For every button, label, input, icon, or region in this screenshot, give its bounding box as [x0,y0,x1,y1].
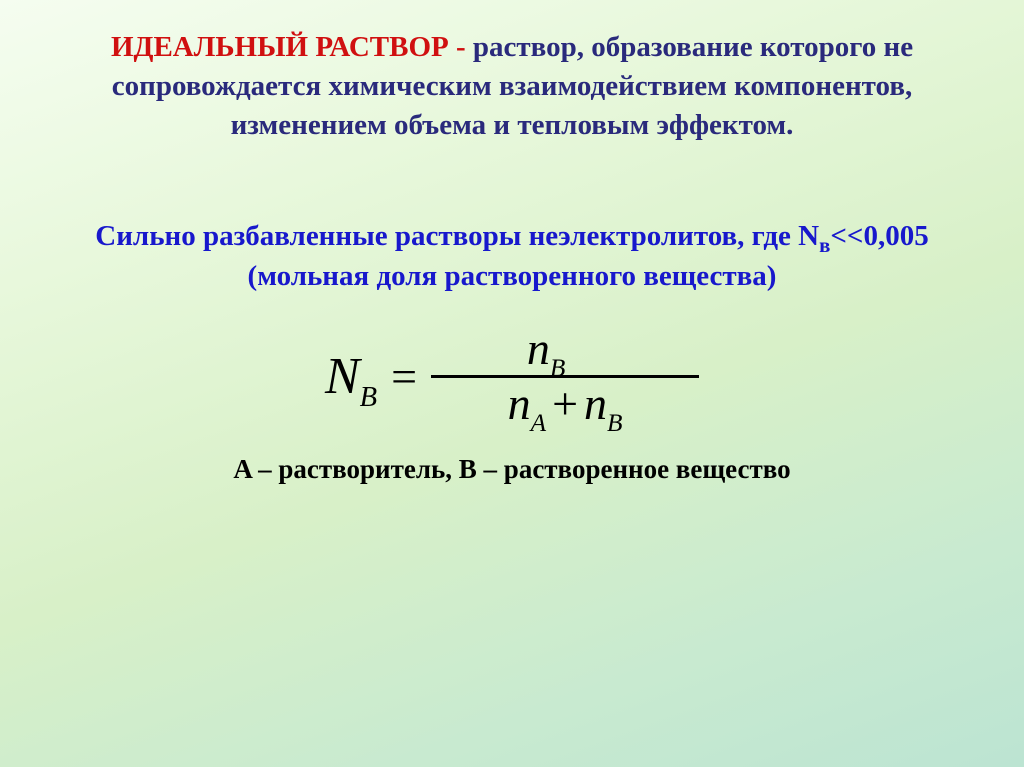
mole-fraction-formula: NB = nB nA+nB [60,325,964,429]
formula-equals: = [391,350,417,403]
definition-paragraph: ИДЕАЛЬНЫЙ РАСТВОР - раствор, образование… [72,28,952,145]
formula-den-plus: + [546,378,584,429]
formula-lhs-var: N [325,348,360,405]
definition-lead: ИДЕАЛЬНЫЙ РАСТВОР - [111,31,473,63]
slide: ИДЕАЛЬНЫЙ РАСТВОР - раствор, образование… [0,0,1024,767]
formula-lhs-sub: B [360,382,377,413]
formula-den-right-sub: B [607,409,622,437]
formula-den-left-sub: A [531,409,546,437]
formula-denominator: nA+nB [508,378,623,428]
formula-numerator: nB [431,325,699,378]
legend-text: A – растворитель, B – растворенное вещес… [60,454,964,485]
formula-num-sub: B [550,354,565,382]
condition-subscript: в [819,233,830,257]
condition-paragraph: Сильно разбавленные растворы неэлектроли… [72,217,952,295]
formula-den-left-var: n [508,378,531,429]
formula-fraction: nB nA+nB [431,325,699,429]
formula-num-var: n [527,323,550,374]
formula-den-right-var: n [584,378,607,429]
formula-lhs: NB [325,347,377,406]
condition-pre: Сильно разбавленные растворы неэлектроли… [95,220,819,252]
